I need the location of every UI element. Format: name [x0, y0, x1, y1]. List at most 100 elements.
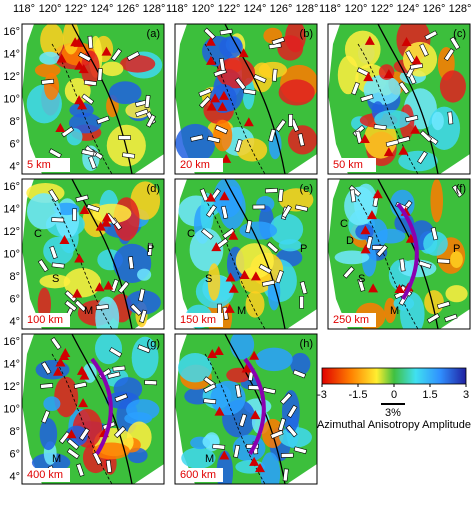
lon-label: 124° — [397, 3, 420, 15]
volcano — [366, 210, 377, 220]
lat-label: 8° — [9, 426, 20, 438]
region-label: C — [340, 218, 348, 230]
volcano — [225, 272, 236, 282]
fast-axis-bar — [405, 115, 419, 123]
fast-axis-bar — [73, 381, 87, 389]
fast-axis-bar — [48, 188, 59, 203]
fast-axis-bar — [449, 36, 461, 50]
volcano — [238, 48, 249, 58]
fast-axis-bar — [107, 371, 121, 379]
fast-axis-bar — [443, 48, 455, 62]
lat-label: 4° — [9, 316, 20, 328]
lon-label: 124° — [91, 3, 114, 15]
fast-axis-bar — [351, 81, 360, 96]
volcano — [239, 269, 250, 279]
anomaly — [126, 399, 160, 421]
lon-label: 118° — [319, 3, 341, 15]
anomaly — [229, 334, 255, 360]
lat-label: 12° — [3, 381, 20, 393]
volcano — [55, 122, 66, 132]
fast-axis-bar — [118, 135, 131, 140]
anomaly — [63, 268, 102, 298]
anomaly — [101, 61, 124, 77]
map-panel: (g) 400 km M — [21, 333, 165, 485]
anomaly — [40, 24, 64, 58]
map-content — [175, 179, 317, 329]
lon-label: 120° — [192, 3, 215, 15]
depth-label: 50 km — [333, 159, 363, 171]
volcano — [363, 72, 374, 82]
volcano — [213, 345, 224, 355]
anomaly — [68, 112, 102, 134]
lat-label: 14° — [3, 48, 20, 60]
region-label: M — [237, 305, 246, 317]
fast-axis-bar — [280, 452, 294, 458]
fast-axis-bar — [233, 444, 241, 459]
volcano — [74, 60, 85, 70]
fast-axis-bar — [399, 258, 406, 272]
volcano — [78, 398, 89, 408]
anomaly — [200, 192, 214, 233]
lat-label: 6° — [9, 448, 20, 460]
map-content — [22, 179, 164, 329]
fast-axis-bar — [81, 149, 95, 157]
colorbar-tick-label: -3 — [317, 389, 327, 401]
frame — [327, 23, 471, 175]
panel-label: (f) — [456, 183, 466, 195]
fast-axis-bar — [436, 301, 451, 309]
lat-label: 6° — [9, 138, 20, 150]
map-content — [22, 24, 164, 174]
fast-axis-bar — [355, 130, 363, 144]
fast-axis-bar — [282, 468, 289, 482]
depth-box — [177, 313, 223, 327]
fast-axis-bar — [126, 51, 140, 62]
fast-axis-bar — [293, 446, 308, 455]
volcano — [79, 205, 90, 215]
anomaly — [278, 79, 315, 106]
region-label: M — [390, 305, 399, 317]
lat-label: 10° — [3, 93, 20, 105]
anomaly — [43, 72, 60, 101]
fast-axis-bar — [66, 448, 80, 460]
fast-axis-bar — [88, 155, 97, 170]
frame — [174, 333, 318, 485]
volcano — [250, 410, 261, 420]
volcano — [243, 117, 254, 127]
anomaly — [37, 287, 52, 321]
region-label: P — [147, 243, 154, 255]
map-content — [175, 334, 317, 484]
map-content — [328, 24, 470, 174]
lon-label: 128° — [296, 3, 319, 15]
fast-axis-bar — [349, 189, 357, 203]
fast-axis-bar — [86, 203, 100, 213]
lon-label: 120° — [39, 3, 62, 15]
slab-arrow — [243, 357, 266, 456]
map-panel: (b) 20 km — [174, 23, 318, 175]
fast-axis-bar — [213, 68, 227, 78]
fast-axis-bar — [266, 241, 279, 254]
anomaly — [344, 30, 381, 69]
volcano — [228, 283, 239, 293]
volcano — [101, 217, 112, 227]
depth-label: 20 km — [180, 159, 210, 171]
fast-axis-bar — [139, 309, 148, 323]
anomaly — [108, 81, 142, 105]
region-label: S — [205, 273, 212, 285]
fast-axis-bar — [419, 130, 433, 143]
fast-axis-bar — [200, 228, 214, 240]
fast-axis-bar — [58, 431, 71, 445]
fast-axis-bar — [253, 73, 267, 84]
map-panel: (c) 50 km — [327, 23, 471, 175]
fast-axis-bar — [74, 299, 87, 312]
fast-axis-bar — [268, 128, 276, 143]
volcano — [383, 69, 394, 79]
fast-axis-bar — [238, 413, 247, 427]
anomaly — [94, 334, 123, 365]
depth-box — [177, 468, 223, 482]
depth-label: 400 km — [27, 469, 63, 481]
fast-axis-bar — [48, 148, 62, 159]
lat-label: 14° — [3, 203, 20, 215]
fast-axis-bar — [137, 344, 151, 354]
anomaly — [175, 123, 216, 163]
volcano — [103, 280, 114, 290]
